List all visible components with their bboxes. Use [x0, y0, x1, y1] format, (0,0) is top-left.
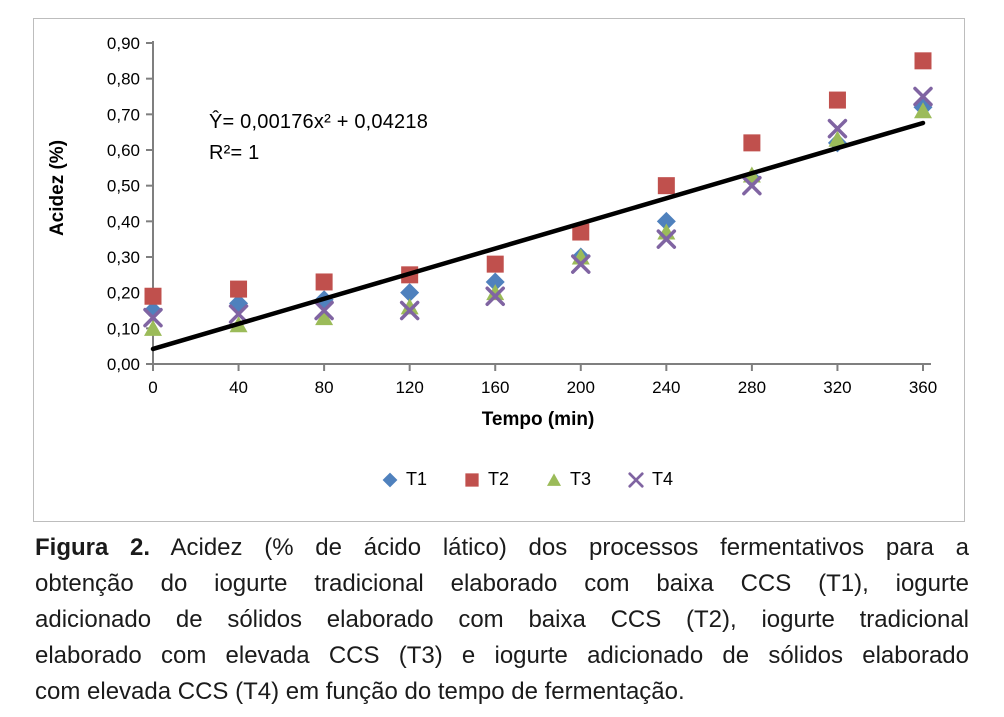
y-tick-label: 0,00	[107, 355, 140, 374]
legend: T1 T2 T3 T4	[34, 469, 964, 490]
caption-figure-label: Figura 2.	[35, 534, 151, 561]
point-T4	[656, 229, 677, 249]
legend-label-t1: T1	[405, 469, 427, 489]
point-T3	[828, 130, 847, 147]
legend-item-t4: T4	[627, 469, 673, 490]
square-glyph	[465, 472, 479, 487]
point-T2	[572, 223, 590, 241]
legend-item-t2: T2	[463, 469, 509, 490]
point-T4	[314, 300, 334, 321]
y-tick-label: 0,80	[107, 70, 140, 89]
x-tick-label: 280	[738, 378, 766, 397]
point-T3	[400, 298, 419, 315]
trendline-equation: Ŷ= 0,00176x² + 0,04218 R²= 1	[209, 107, 428, 169]
caption-line: adicionado de sólidos elaborado com baix…	[35, 606, 969, 633]
point-T4	[571, 254, 591, 274]
y-axis-title: Acidez (%)	[47, 139, 68, 237]
x-glyph	[628, 471, 644, 488]
y-tick-label: 0,10	[107, 319, 140, 338]
diamond-marker-icon	[381, 471, 399, 489]
y-tick-label: 0,50	[107, 177, 140, 196]
point-T2	[914, 52, 932, 70]
point-T4	[742, 175, 762, 196]
x-tick-label: 0	[148, 378, 157, 397]
y-tick-label: 0,60	[107, 141, 140, 160]
y-tick-label: 0,90	[107, 34, 140, 53]
point-T2	[315, 273, 333, 291]
y-tick-label: 0,30	[107, 248, 140, 267]
point-T2	[828, 91, 846, 109]
caption-line: elaborado com elevada CCS (T3) e iogurte…	[35, 642, 969, 669]
caption-line: com elevada CCS (T4) em função do tempo …	[35, 678, 685, 705]
x-tick-label: 360	[909, 378, 937, 397]
equation-text: Ŷ= 0,00176x² + 0,04218	[209, 111, 429, 133]
point-T2	[657, 177, 675, 195]
x-tick-label: 80	[315, 378, 334, 397]
x-tick-label: 200	[567, 378, 595, 397]
plot-svg: 0,00 0,10 0,20 0,30 0,40 0,50 0,60 0,70 0,80 0,90…	[107, 34, 937, 397]
square-marker-icon	[463, 471, 481, 489]
point-T3	[315, 309, 334, 326]
legend-label-t2: T2	[487, 469, 509, 489]
point-T1	[656, 211, 676, 231]
point-T4	[228, 304, 249, 324]
diamond-glyph	[382, 472, 398, 487]
point-T1	[400, 283, 420, 303]
legend-label-t3: T3	[570, 469, 592, 489]
point-T4	[143, 307, 163, 328]
point-T2	[486, 255, 504, 273]
caption-line: obtenção do iogurte tradicional elaborad…	[35, 570, 969, 597]
y-tick-label: 0,40	[107, 212, 140, 231]
legend-label-t4: T4	[652, 469, 674, 489]
figure-caption: Figura 2. Acidez (% de ácido lático) dos…	[35, 530, 969, 710]
point-T2	[230, 280, 248, 298]
triangle-glyph	[546, 472, 562, 486]
point-T3	[144, 319, 162, 336]
x-axis-title: Tempo (min)	[481, 409, 595, 430]
r-squared-text: R²= 1	[209, 142, 260, 164]
trend-line	[150, 120, 926, 352]
point-T1	[485, 272, 505, 292]
x-tick-label: 120	[395, 378, 423, 397]
point-T2	[743, 134, 761, 152]
point-T4	[399, 300, 420, 321]
caption-line: Figura 2. Acidez (% de ácido lático) dos…	[35, 534, 969, 561]
x-tick-label: 40	[229, 378, 248, 397]
x-tick-label: 320	[823, 378, 851, 397]
legend-item-t3: T3	[545, 469, 591, 490]
y-tick-label: 0,70	[107, 105, 140, 124]
point-T3	[486, 284, 505, 301]
acidity-chart: 0,00 0,10 0,20 0,30 0,40 0,50 0,60 0,70 0,80 0,90…	[33, 18, 965, 522]
point-T4	[913, 86, 933, 107]
x-tick-label: 240	[652, 378, 680, 397]
x-tick-label: 160	[481, 378, 509, 397]
point-T2	[144, 287, 162, 305]
y-tick-label: 0,20	[107, 284, 140, 303]
legend-item-t1: T1	[381, 469, 427, 490]
x-marker-icon	[627, 471, 645, 489]
point-T3	[914, 102, 932, 119]
triangle-marker-icon	[545, 471, 563, 489]
point-T4	[827, 118, 848, 139]
point-T4	[485, 286, 505, 306]
